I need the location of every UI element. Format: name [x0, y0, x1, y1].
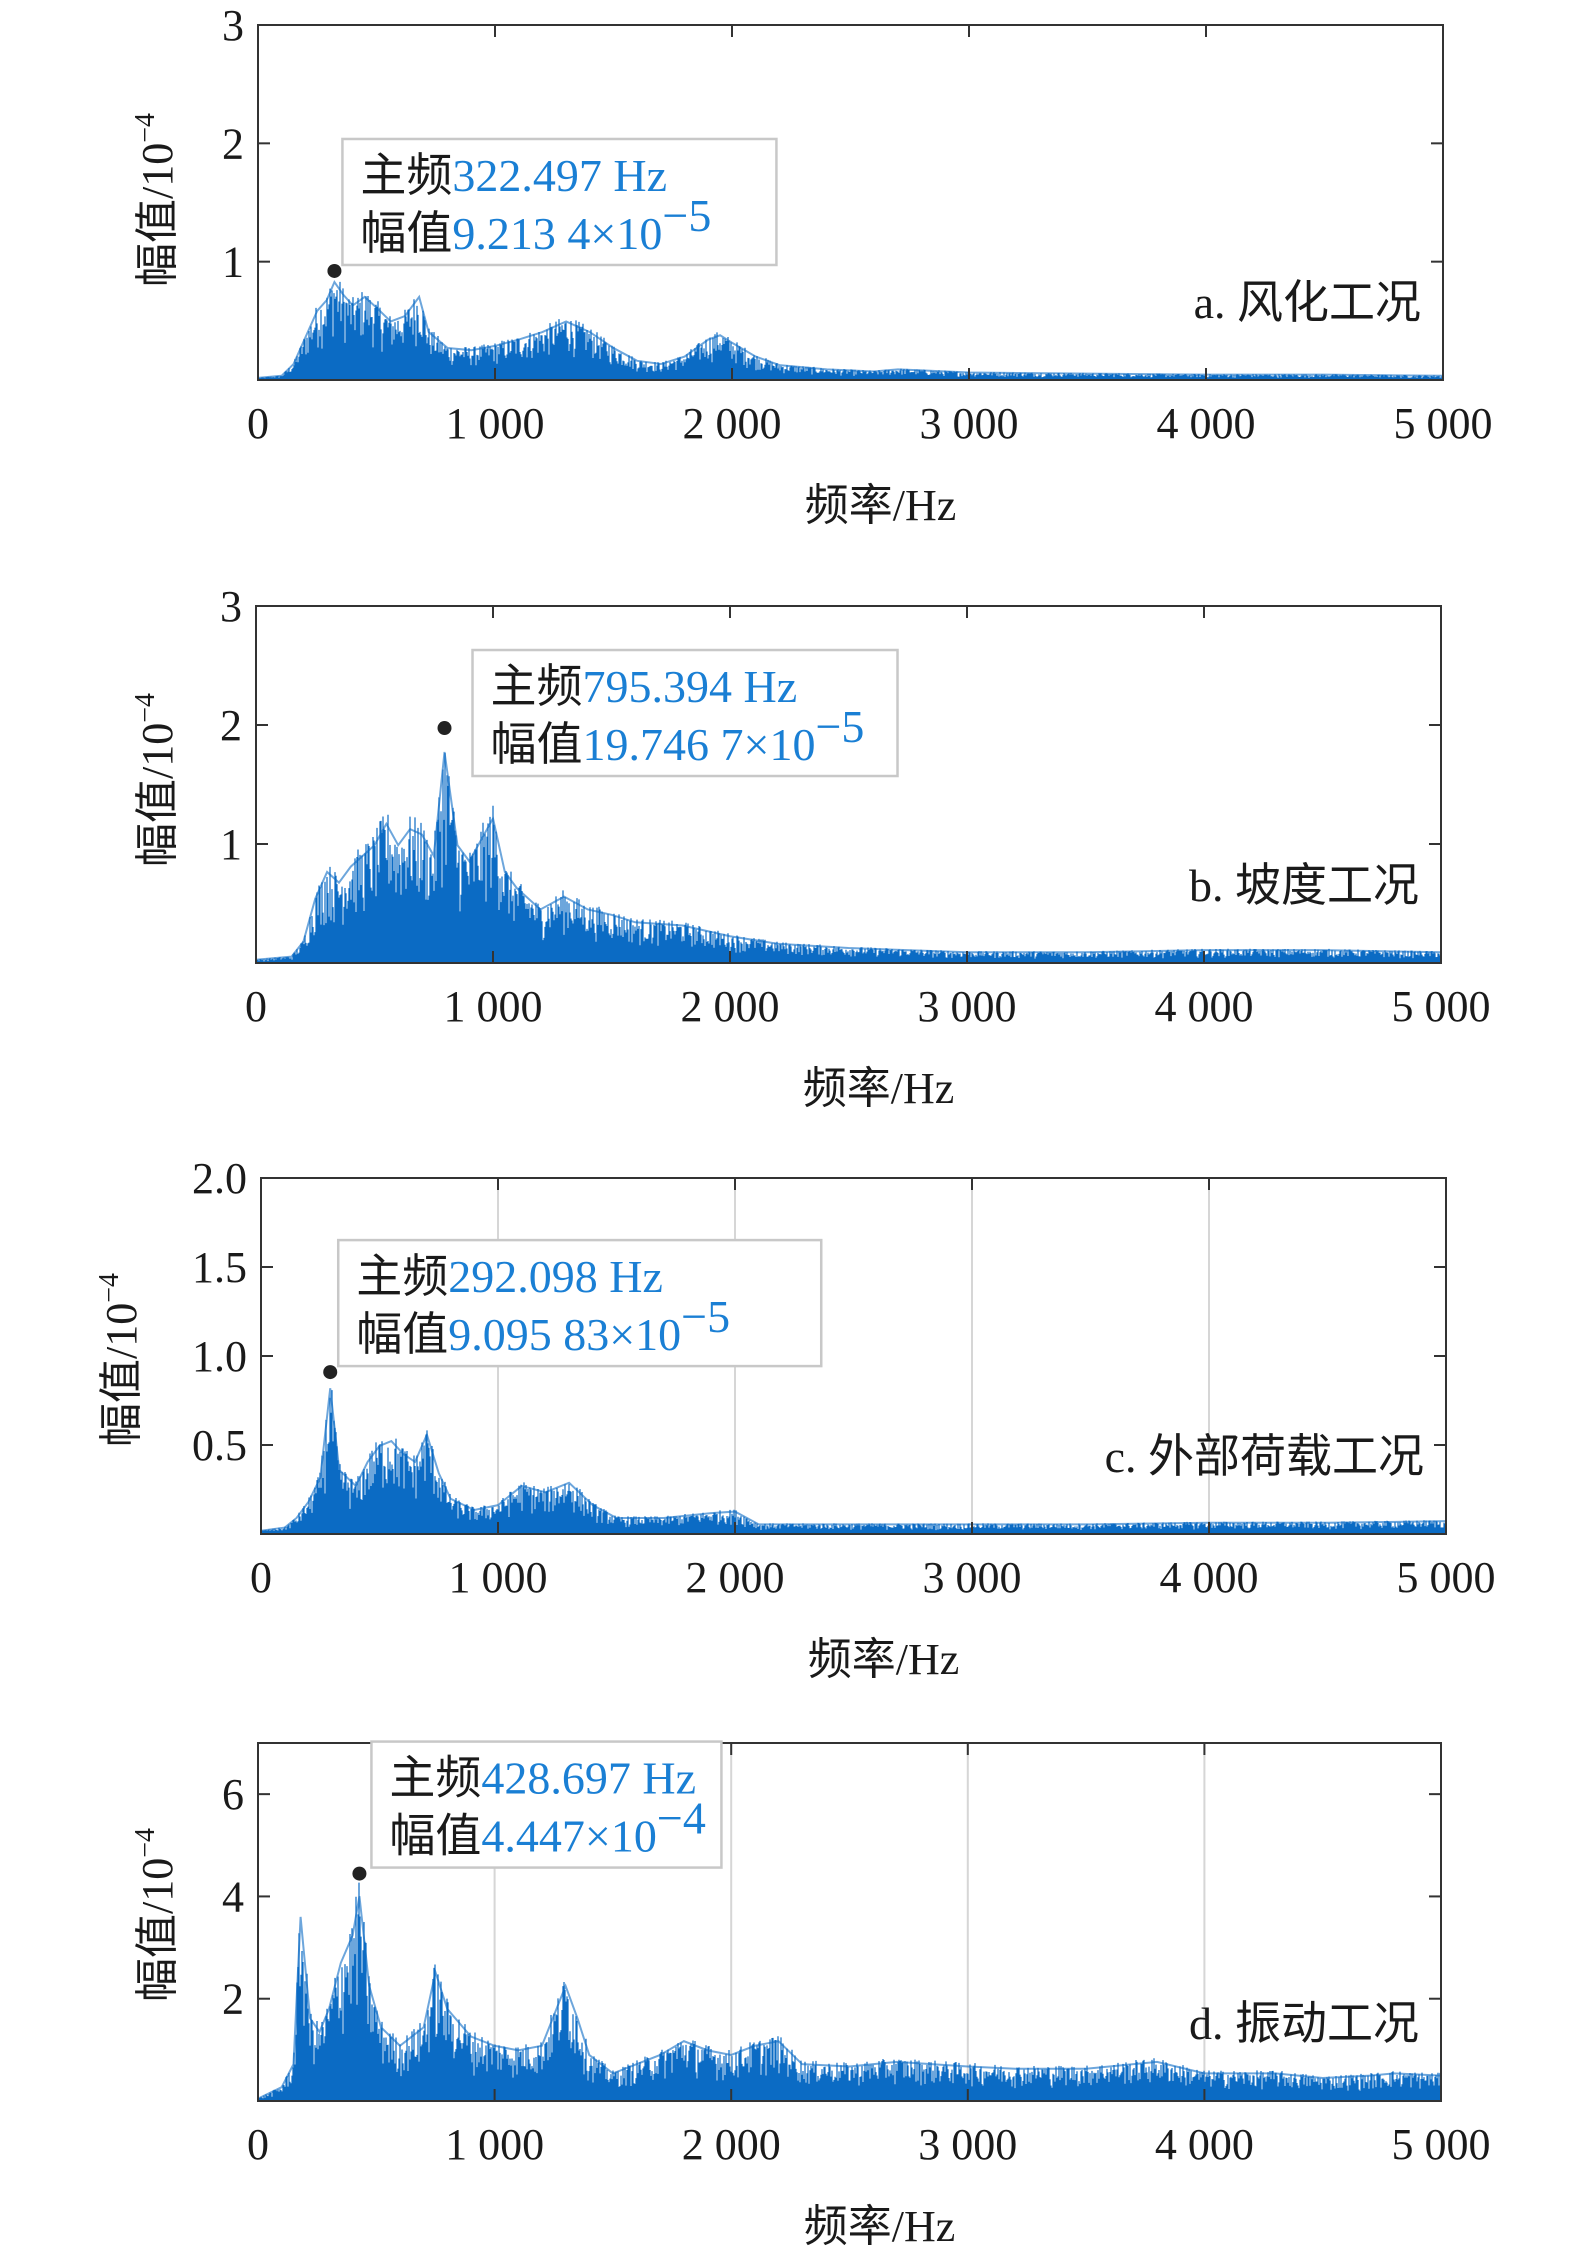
x-tick-label: 4 000 [1160, 1553, 1259, 1602]
x-tick-label: 1 000 [445, 2120, 544, 2169]
x-tick-label: 5 000 [1392, 2120, 1491, 2169]
y-axis-title: 幅值/10−4 [130, 1828, 182, 2002]
peak-marker [323, 1365, 338, 1380]
x-tick-label: 2 000 [682, 2120, 781, 2169]
chart-panel-c: 0 1 000 2 000 3 000 4 000 5 000 0.5 1.0 1.5 2.0 频率… [94, 1154, 1496, 1684]
spectrum-series [255, 751, 1442, 963]
spectrum-envelope [257, 1895, 1442, 2100]
x-tick-label: 3 000 [918, 982, 1017, 1031]
annotation-frequency: 主频292.098 Hz [356, 1251, 663, 1302]
y-axis-title: 幅值/10−4 [130, 693, 182, 867]
peak-marker [327, 263, 342, 278]
x-tick-label: 5 000 [1392, 982, 1491, 1031]
annotation-amplitude: 幅值9.213 4×10−5 [360, 190, 711, 259]
spectrum-series [257, 1882, 1442, 2101]
x-tick-label: 4 000 [1155, 2120, 1254, 2169]
x-tick-label: 0 [247, 399, 269, 448]
axes-frame [257, 1742, 1442, 2102]
annotation-amplitude: 幅值4.447×10−4 [389, 1793, 705, 1862]
y-tick-label: 1 [222, 238, 244, 287]
chart-panel-a: 0 1 000 2 000 3 000 4 000 5 000 1 2 3 频率/Hz 幅值/10−… [130, 1, 1493, 530]
y-tick-label: 3 [220, 582, 242, 631]
peak-marker [437, 721, 452, 736]
annotation-amplitude: 幅值9.095 83×10−5 [356, 1291, 730, 1360]
x-tick-label: 2 000 [686, 1553, 785, 1602]
x-axis-title: 频率/Hz [805, 481, 957, 530]
annotation-frequency: 主频428.697 Hz [389, 1753, 696, 1804]
x-axis-title: 频率/Hz [804, 2202, 956, 2251]
annotation-amplitude: 幅值19.746 7×10−5 [491, 701, 865, 770]
x-tick-label: 1 000 [446, 399, 545, 448]
y-tick-label: 1 [220, 820, 242, 869]
chart-panel-b: 0 1 000 2 000 3 000 4 000 5 000 1 2 3 频率/Hz 幅值/10−… [130, 582, 1491, 1113]
x-tick-label: 5 000 [1394, 399, 1493, 448]
spectrum-series [260, 1388, 1447, 1534]
y-axis-title: 幅值/10−4 [94, 1273, 146, 1447]
peak-annotation-box [471, 648, 899, 778]
axes-frame [257, 24, 1444, 381]
y-tick-label: 1.5 [192, 1243, 247, 1292]
x-tick-label: 3 000 [920, 399, 1019, 448]
peak-annotation-box [336, 1238, 823, 1368]
y-tick-label: 6 [222, 1770, 244, 1819]
y-tick-label: 3 [222, 1, 244, 50]
axes-frame [255, 605, 1442, 964]
y-tick-label: 2 [222, 1975, 244, 2024]
y-tick-label: 2 [220, 701, 242, 750]
peak-annotation-box [341, 137, 778, 267]
annotation-frequency: 主频322.497 Hz [360, 150, 667, 201]
y-tick-label: 1.0 [192, 1332, 247, 1381]
peak-marker [352, 1866, 367, 1881]
condition-label: b. 坡度工况 [1189, 860, 1419, 911]
condition-label: d. 振动工况 [1189, 1998, 1419, 2049]
x-tick-label: 3 000 [918, 2120, 1017, 2169]
y-tick-label: 0.5 [192, 1421, 247, 1470]
y-axis-title: 幅值/10−4 [130, 113, 182, 287]
condition-label: a. 风化工况 [1194, 277, 1421, 328]
spectrum-envelope [255, 751, 1442, 961]
x-tick-label: 2 000 [681, 982, 780, 1031]
y-tick-label: 4 [222, 1872, 244, 1921]
chart-panel-d: 0 1 000 2 000 3 000 4 000 5 000 2 4 6 频率/Hz 幅值/10−… [130, 1740, 1491, 2251]
x-tick-label: 0 [245, 982, 267, 1031]
x-tick-label: 2 000 [683, 399, 782, 448]
x-tick-label: 4 000 [1157, 399, 1256, 448]
x-tick-label: 1 000 [449, 1553, 548, 1602]
x-axis-title: 频率/Hz [803, 1064, 955, 1113]
spectrum-envelope [257, 279, 1444, 379]
annotation-frequency: 主频795.394 Hz [491, 661, 798, 712]
x-tick-label: 0 [247, 2120, 269, 2169]
x-tick-label: 5 000 [1397, 1553, 1496, 1602]
x-tick-label: 3 000 [923, 1553, 1022, 1602]
y-tick-label: 2 [222, 119, 244, 168]
x-tick-label: 4 000 [1155, 982, 1254, 1031]
peak-annotation-box [370, 1740, 723, 1869]
y-tick-label: 2.0 [192, 1154, 247, 1203]
x-tick-label: 1 000 [444, 982, 543, 1031]
x-tick-label: 0 [250, 1553, 272, 1602]
spectrum-envelope [260, 1388, 1447, 1532]
spectrum-lines [258, 1882, 1441, 2101]
x-axis-title: 频率/Hz [808, 1635, 960, 1684]
condition-label: c. 外部荷载工况 [1105, 1431, 1424, 1482]
spectrum-series [257, 279, 1444, 380]
